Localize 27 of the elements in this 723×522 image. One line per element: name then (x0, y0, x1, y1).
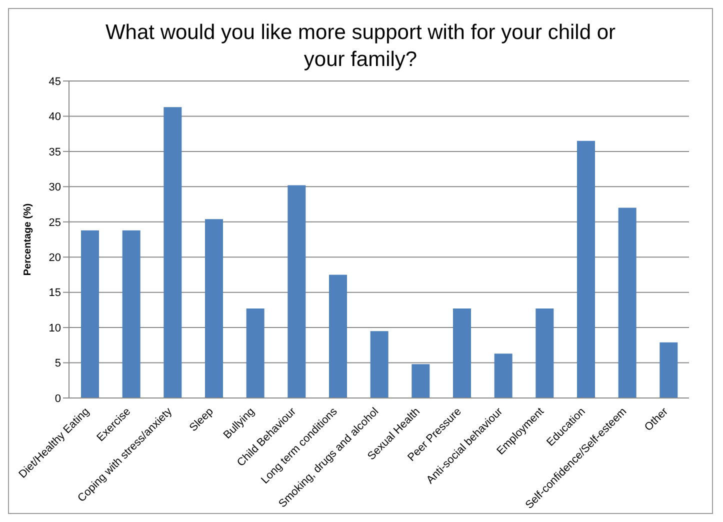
bar (494, 354, 512, 398)
bar (81, 230, 99, 398)
y-tick-label: 30 (48, 182, 61, 194)
bar (288, 185, 306, 398)
y-axis-title: Percentage (%) (22, 203, 34, 276)
bar (660, 342, 678, 398)
bar (618, 208, 636, 398)
y-tick-label: 35 (48, 146, 61, 158)
y-tick-label: 40 (48, 111, 61, 124)
bar (412, 364, 430, 398)
bar (577, 140, 595, 398)
bar (122, 230, 140, 398)
bar (370, 331, 388, 398)
bar (329, 274, 347, 398)
y-tick-label: 10 (48, 322, 61, 334)
chart-title: What would you like more support with for your child or your family? (104, 20, 617, 73)
y-tick-label: 25 (48, 216, 61, 229)
bar (453, 308, 471, 398)
y-tick-label: 0 (54, 392, 61, 405)
bar (205, 219, 223, 398)
bar (246, 308, 264, 398)
y-tick-label: 45 (48, 76, 61, 88)
bar (536, 308, 554, 398)
y-tick-label: 20 (48, 252, 61, 264)
bar (164, 107, 182, 398)
y-tick-label: 15 (48, 287, 61, 300)
y-tick-label: 5 (54, 358, 61, 370)
